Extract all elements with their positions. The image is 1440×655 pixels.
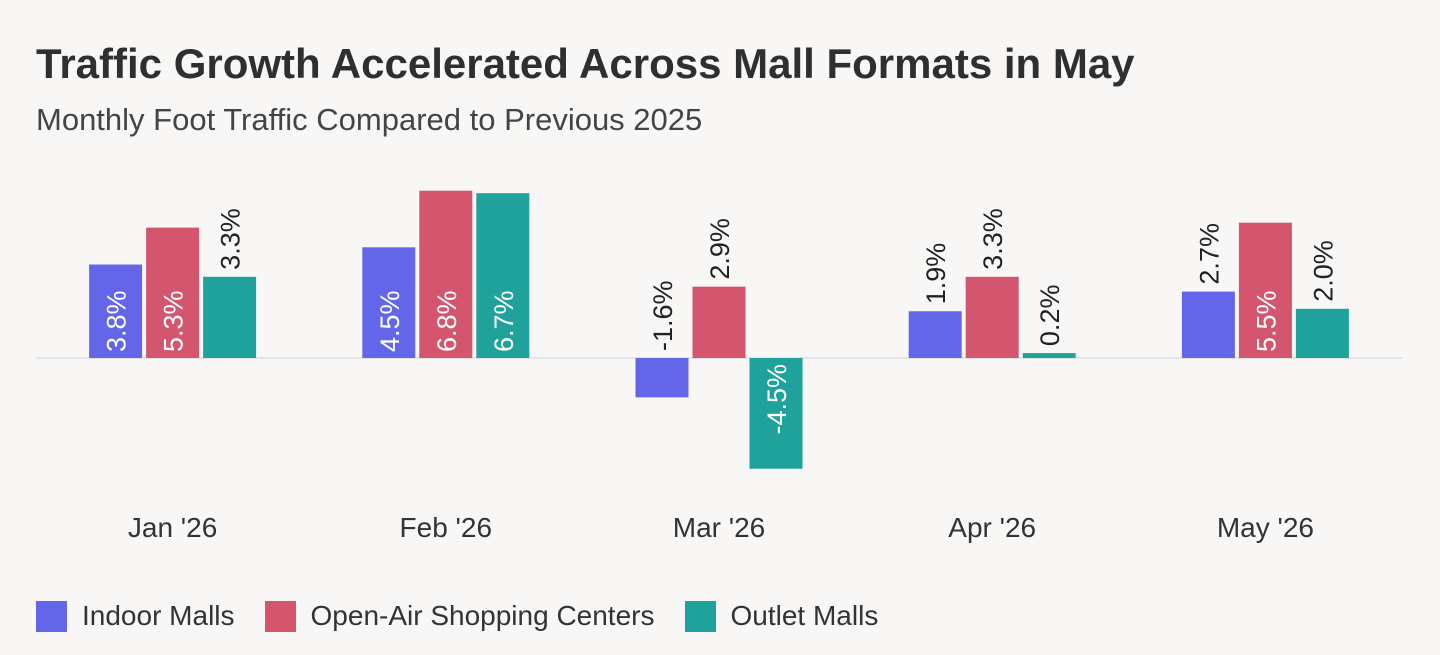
data-label: 4.5% <box>375 290 405 352</box>
data-label: 3.3% <box>216 208 246 270</box>
x-tick-label: Jan '26 <box>128 512 217 543</box>
bar <box>203 276 257 358</box>
bar <box>1022 353 1076 358</box>
data-label: -1.6% <box>648 280 678 351</box>
data-label: 3.3% <box>978 208 1008 270</box>
legend: Indoor Malls Open-Air Shopping Centers O… <box>36 600 908 632</box>
bar <box>749 358 803 469</box>
bar <box>1238 222 1292 358</box>
bar <box>965 276 1019 358</box>
data-label: 5.5% <box>1251 290 1281 352</box>
data-label: 3.8% <box>102 290 132 352</box>
chart-subtitle: Monthly Foot Traffic Compared to Previou… <box>36 102 703 137</box>
legend-swatch-indoor-malls <box>36 600 67 632</box>
data-label: 5.3% <box>159 290 189 352</box>
data-label: 6.8% <box>432 290 462 352</box>
legend-item-indoor-malls: Indoor Malls <box>36 600 235 632</box>
bar <box>908 311 962 358</box>
bar <box>1295 308 1349 358</box>
data-label: 6.7% <box>489 290 519 352</box>
legend-swatch-open-air <box>264 600 296 632</box>
data-label: 0.2% <box>1035 285 1065 347</box>
data-label: -4.5% <box>762 364 792 435</box>
legend-label-open-air: Open-Air Shopping Centers <box>310 600 655 631</box>
legend-item-open-air: Open-Air Shopping Centers <box>264 600 655 632</box>
chart-title: Traffic Growth Accelerated Across Mall F… <box>36 40 1135 87</box>
bar <box>146 227 200 358</box>
bar <box>476 193 530 358</box>
legend-item-outlet-malls: Outlet Malls <box>684 600 879 632</box>
bar <box>1181 291 1235 358</box>
data-label: 1.9% <box>921 243 951 305</box>
legend-swatch-outlet-malls <box>684 600 716 632</box>
bar <box>635 358 689 398</box>
data-label: 2.0% <box>1308 240 1338 302</box>
data-label: 2.9% <box>705 218 735 280</box>
bar <box>89 264 143 358</box>
legend-label-outlet-malls: Outlet Malls <box>730 600 879 631</box>
legend-label-indoor-malls: Indoor Malls <box>82 600 235 631</box>
x-tick-label: Feb '26 <box>400 512 493 543</box>
x-tick-label: May '26 <box>1217 512 1314 543</box>
bar <box>419 190 473 358</box>
x-tick-label: Apr '26 <box>948 512 1036 543</box>
bar <box>692 286 746 358</box>
bar <box>362 247 416 358</box>
data-label: 2.7% <box>1194 223 1224 285</box>
x-tick-label: Mar '26 <box>673 512 766 543</box>
